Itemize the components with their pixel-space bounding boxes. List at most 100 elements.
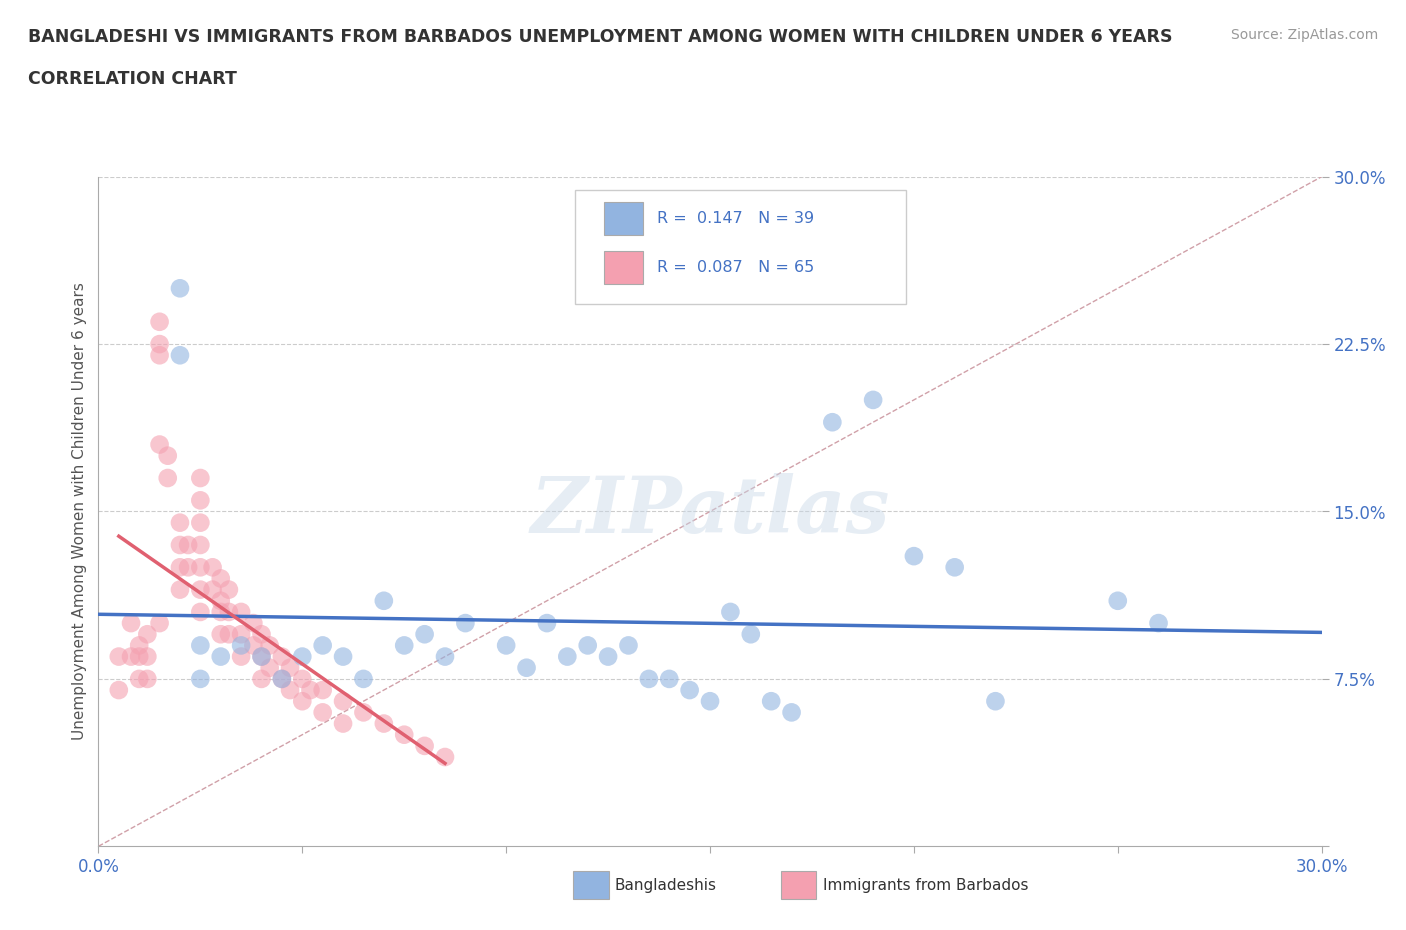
Point <box>242 638 264 653</box>
Point <box>658 671 681 686</box>
Point <box>149 616 172 631</box>
Point <box>108 683 131 698</box>
Point <box>218 604 240 619</box>
Text: CORRELATION CHART: CORRELATION CHART <box>28 70 238 87</box>
Point <box>218 627 240 642</box>
Point <box>231 649 253 664</box>
Point <box>149 348 172 363</box>
Point <box>108 649 131 664</box>
Point <box>188 493 212 508</box>
Point <box>209 627 232 642</box>
Point <box>209 604 232 619</box>
Point <box>1147 616 1170 631</box>
Point <box>434 649 457 664</box>
Point <box>352 671 374 686</box>
Point <box>218 582 240 597</box>
Point <box>576 638 599 653</box>
Point <box>373 593 395 608</box>
Point <box>128 649 150 664</box>
Point <box>242 616 264 631</box>
Point <box>862 392 884 407</box>
Point <box>555 649 579 664</box>
Point <box>780 705 803 720</box>
Text: ZIPatlas: ZIPatlas <box>530 473 890 550</box>
Point <box>188 638 212 653</box>
Point <box>392 638 416 653</box>
Point <box>943 560 966 575</box>
Point <box>718 604 742 619</box>
Point <box>312 683 335 698</box>
Point <box>516 660 538 675</box>
Point <box>149 437 172 452</box>
Point <box>270 671 294 686</box>
Point <box>188 604 212 619</box>
Point <box>156 448 179 463</box>
Point <box>699 694 721 709</box>
Point <box>188 582 212 597</box>
Point <box>536 616 558 631</box>
Point <box>188 538 212 552</box>
Point <box>156 471 179 485</box>
Point <box>149 314 172 329</box>
Point <box>413 627 436 642</box>
Point <box>209 593 232 608</box>
Point <box>278 660 301 675</box>
Point <box>259 660 281 675</box>
Point <box>169 515 191 530</box>
Point <box>332 694 354 709</box>
Text: R =  0.087   N = 65: R = 0.087 N = 65 <box>658 260 814 275</box>
Point <box>495 638 517 653</box>
FancyBboxPatch shape <box>603 202 643 235</box>
Point <box>188 471 212 485</box>
FancyBboxPatch shape <box>574 871 609 899</box>
FancyBboxPatch shape <box>575 190 905 304</box>
Point <box>209 649 232 664</box>
Point <box>454 616 477 631</box>
Point <box>1107 593 1129 608</box>
Point <box>177 560 200 575</box>
Point <box>270 649 294 664</box>
Point <box>352 705 374 720</box>
Point <box>903 549 925 564</box>
Point <box>434 750 457 764</box>
Point <box>169 538 191 552</box>
Text: R =  0.147   N = 39: R = 0.147 N = 39 <box>658 211 814 226</box>
Point <box>128 671 150 686</box>
Point <box>637 671 661 686</box>
Point <box>201 560 224 575</box>
Point <box>169 281 191 296</box>
Point <box>136 671 159 686</box>
Point <box>413 738 436 753</box>
Point <box>821 415 844 430</box>
Point <box>679 683 702 698</box>
Point <box>250 649 273 664</box>
Point <box>598 649 620 664</box>
Point <box>259 638 281 653</box>
Text: Bangladeshis: Bangladeshis <box>614 878 717 893</box>
Point <box>250 649 273 664</box>
Point <box>740 627 762 642</box>
Point <box>231 604 253 619</box>
Text: Immigrants from Barbados: Immigrants from Barbados <box>823 878 1028 893</box>
FancyBboxPatch shape <box>603 251 643 284</box>
Point <box>169 560 191 575</box>
Point <box>149 337 172 352</box>
Point <box>250 627 273 642</box>
Text: BANGLADESHI VS IMMIGRANTS FROM BARBADOS UNEMPLOYMENT AMONG WOMEN WITH CHILDREN U: BANGLADESHI VS IMMIGRANTS FROM BARBADOS … <box>28 28 1173 46</box>
Point <box>201 582 224 597</box>
Point <box>332 649 354 664</box>
Point <box>169 582 191 597</box>
Point <box>177 538 200 552</box>
Point <box>278 683 301 698</box>
Point <box>231 638 253 653</box>
Point <box>188 671 212 686</box>
Point <box>761 694 783 709</box>
Point <box>291 694 314 709</box>
Point <box>120 649 142 664</box>
Point <box>136 649 159 664</box>
Y-axis label: Unemployment Among Women with Children Under 6 years: Unemployment Among Women with Children U… <box>72 283 87 740</box>
Point <box>373 716 395 731</box>
Point <box>250 671 273 686</box>
Point <box>332 716 354 731</box>
Point <box>270 671 294 686</box>
